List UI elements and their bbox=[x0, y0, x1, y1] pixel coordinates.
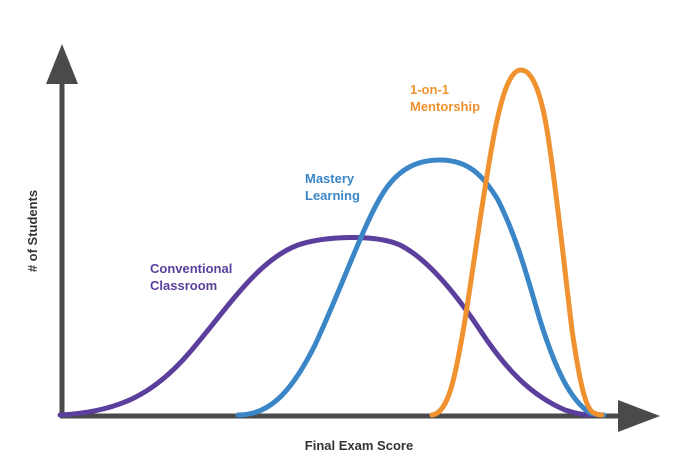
conventional-classroom-label-line-1: Conventional bbox=[150, 261, 232, 276]
mastery-learning-label-line-2: Learning bbox=[305, 188, 360, 203]
y-axis-arrow bbox=[46, 44, 78, 84]
mentorship-label-line-1: 1-on-1 bbox=[410, 82, 449, 97]
mastery-learning-curve bbox=[235, 157, 607, 418]
mentorship-label-line-2: Mentorship bbox=[410, 99, 480, 114]
y-axis-title: # of Students bbox=[25, 190, 40, 272]
conventional-classroom-curve bbox=[57, 234, 595, 418]
mastery-learning-label-line-1: Mastery bbox=[305, 171, 355, 186]
conventional-classroom-label-line-2: Classroom bbox=[150, 278, 217, 293]
conventional-classroom-label: Conventional Classroom bbox=[150, 261, 236, 293]
x-axis-title: Final Exam Score bbox=[305, 438, 413, 453]
mentorship-label: 1-on-1 Mentorship bbox=[410, 82, 480, 114]
mentorship-curve bbox=[429, 67, 605, 418]
x-axis-arrow bbox=[618, 400, 660, 432]
mastery-learning-label: Mastery Learning bbox=[305, 171, 360, 203]
